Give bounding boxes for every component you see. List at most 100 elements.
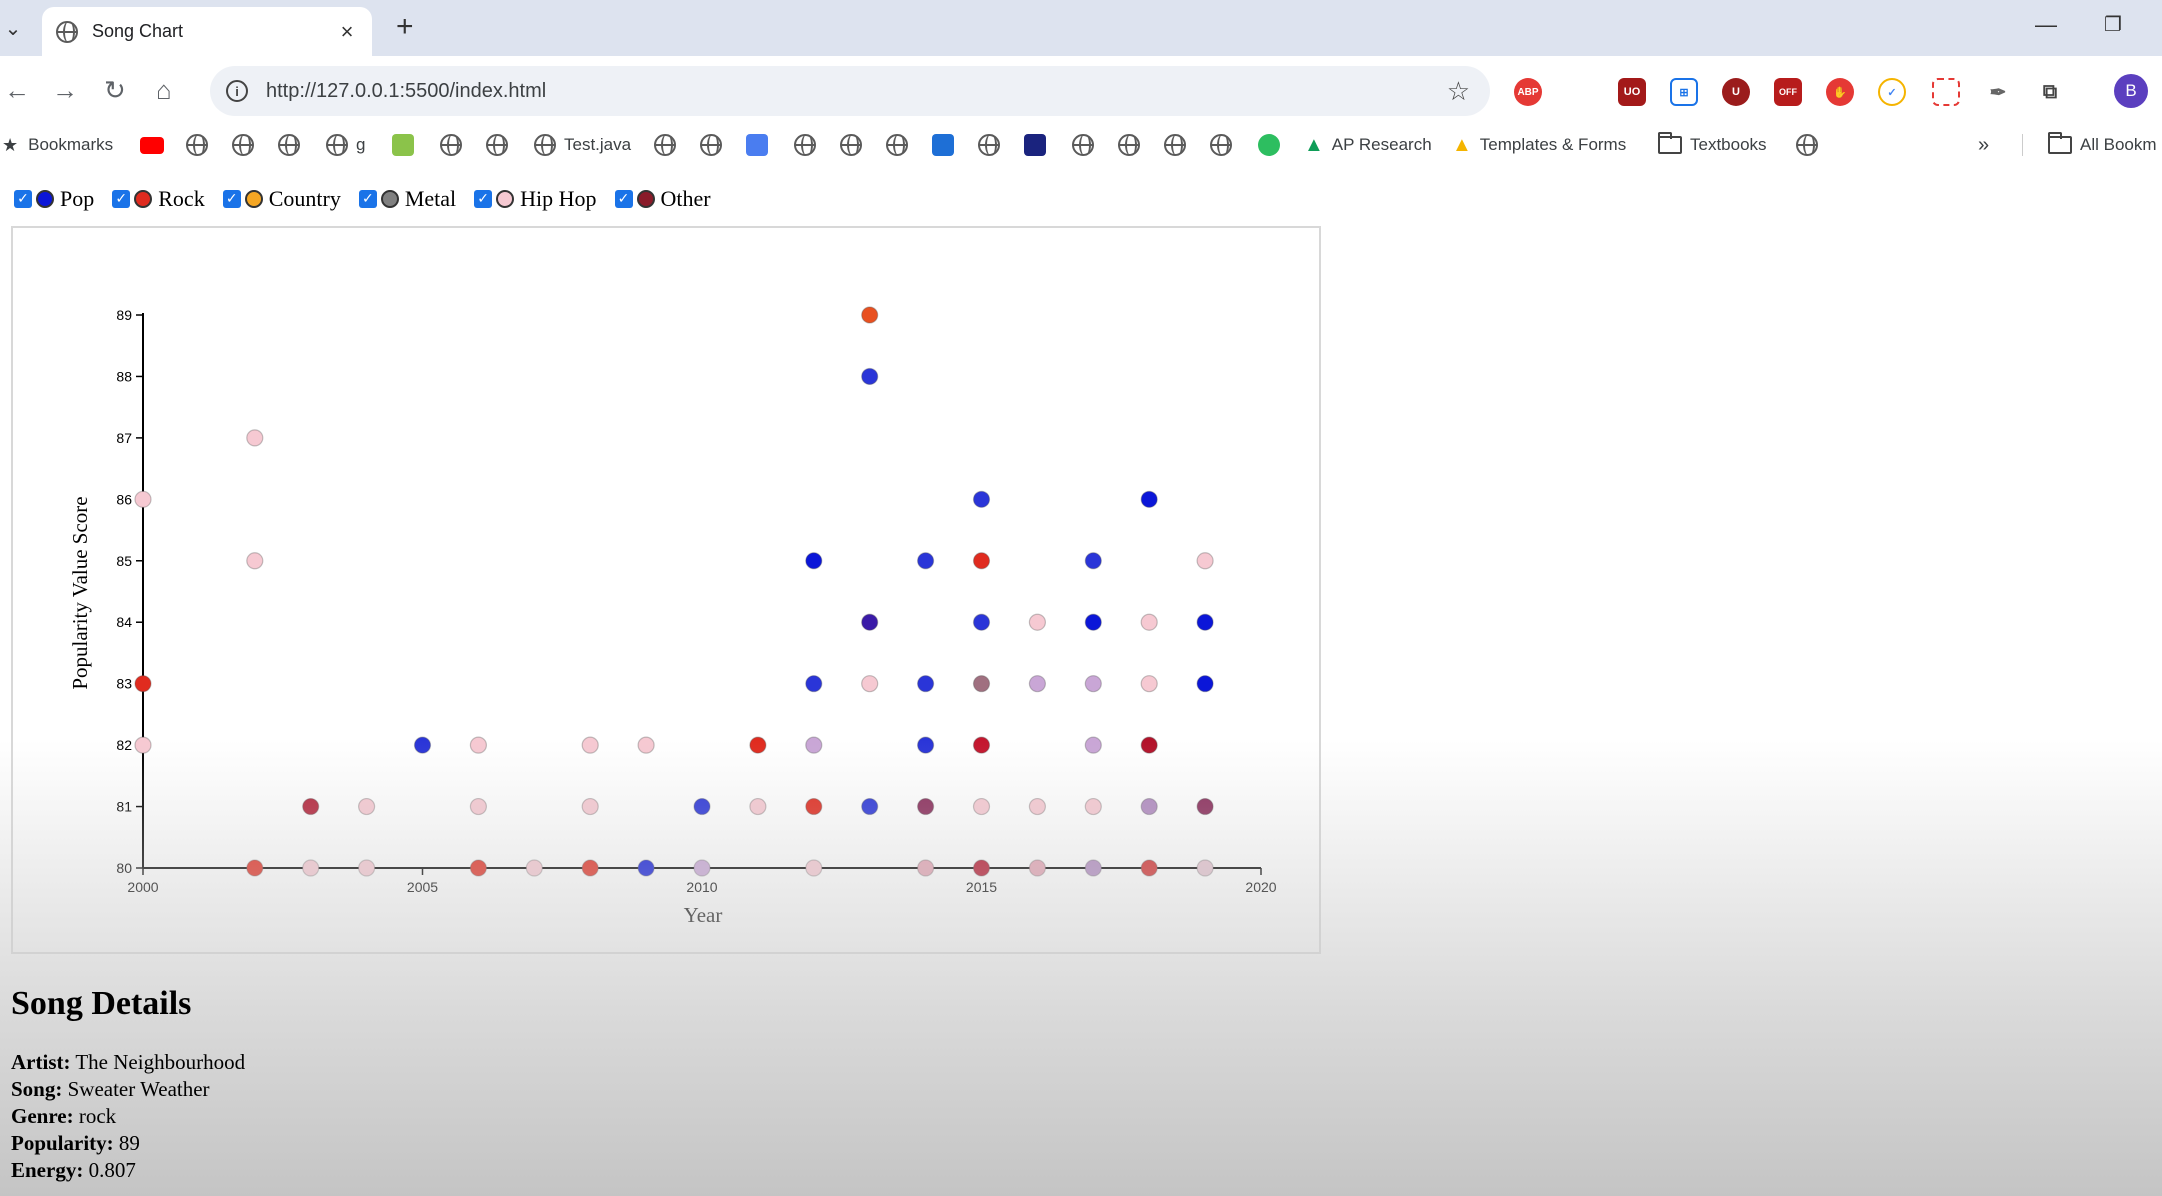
data-point[interactable]: [1028, 613, 1047, 631]
checkbox-checked-icon[interactable]: ✓: [474, 190, 493, 208]
data-point[interactable]: [1084, 552, 1102, 570]
bookmark-test-java[interactable]: Test.java: [534, 132, 631, 158]
data-point[interactable]: [916, 797, 935, 816]
checkbox-checked-icon[interactable]: ✓: [112, 190, 131, 208]
data-point[interactable]: [1140, 797, 1158, 816]
data-point[interactable]: [1196, 675, 1214, 693]
data-point[interactable]: [581, 859, 599, 877]
data-point[interactable]: [972, 675, 991, 693]
data-point[interactable]: [581, 797, 599, 816]
data-point[interactable]: [861, 367, 879, 386]
legend-item-other[interactable]: ✓ Other: [614, 186, 711, 212]
data-point[interactable]: [581, 736, 599, 754]
data-point[interactable]: [1196, 552, 1214, 570]
data-point[interactable]: [413, 736, 432, 754]
bookmark-site[interactable]: [886, 132, 908, 158]
bookmark-evernote[interactable]: [1258, 132, 1280, 158]
legend-item-country[interactable]: ✓ Country: [222, 186, 341, 212]
more-bookmarks-chevron-icon[interactable]: »: [1978, 133, 1990, 156]
data-point[interactable]: [1196, 797, 1214, 816]
data-point[interactable]: [134, 490, 152, 508]
bookmark-app[interactable]: [932, 132, 954, 158]
data-point[interactable]: [134, 675, 152, 693]
bookmark-site[interactable]: [1072, 132, 1094, 158]
data-point[interactable]: [246, 429, 264, 447]
data-point[interactable]: [469, 736, 487, 754]
bookmark-star-icon[interactable]: ☆: [1446, 75, 1470, 106]
translate-extension-icon[interactable]: ⊞: [1670, 78, 1698, 106]
legend-item-rock[interactable]: ✓ Rock: [112, 186, 205, 212]
data-point[interactable]: [1196, 859, 1214, 877]
data-point[interactable]: [749, 797, 767, 816]
off-extension-icon[interactable]: OFF: [1774, 78, 1802, 106]
data-point[interactable]: [805, 859, 823, 877]
puzzle-extensions-icon[interactable]: ⧉: [2036, 78, 2064, 106]
grammar-check-icon[interactable]: ✓: [1878, 78, 1906, 106]
data-point[interactable]: [637, 736, 655, 754]
bookmark-site[interactable]: [440, 132, 462, 158]
data-point[interactable]: [302, 797, 320, 816]
data-point[interactable]: [861, 306, 879, 324]
profile-avatar[interactable]: B: [2114, 74, 2148, 108]
url-text[interactable]: http://127.0.0.1:5500/index.html: [266, 79, 547, 102]
data-point[interactable]: [134, 736, 152, 754]
back-arrow-icon[interactable]: ←: [4, 75, 30, 105]
bookmark-c[interactable]: [392, 132, 414, 158]
bookmark-site[interactable]: [1796, 132, 1818, 158]
bookmark-templates-forms[interactable]: ▲ Templates & Forms: [1452, 132, 1626, 158]
bookmark-app[interactable]: [1024, 132, 1046, 158]
data-point[interactable]: [637, 859, 655, 877]
data-point[interactable]: [805, 736, 823, 754]
data-point[interactable]: [861, 675, 879, 693]
new-tab-plus-icon[interactable]: +: [396, 10, 414, 43]
data-point[interactable]: [525, 859, 543, 877]
data-point[interactable]: [469, 797, 487, 816]
bookmark-site[interactable]: [840, 132, 862, 158]
data-point[interactable]: [246, 859, 264, 877]
forward-arrow-icon[interactable]: →: [52, 75, 78, 105]
data-point[interactable]: [1196, 613, 1214, 631]
bookmark-site[interactable]: [1118, 132, 1140, 158]
all-bookmarks-folder[interactable]: All Bookm: [2048, 132, 2157, 158]
legend-item-metal[interactable]: ✓ Metal: [358, 186, 456, 212]
bookmark-site[interactable]: [794, 132, 816, 158]
data-point[interactable]: [972, 859, 991, 877]
data-point[interactable]: [749, 736, 767, 754]
bookmark-ap-research[interactable]: ▲ AP Research: [1304, 132, 1432, 158]
checkbox-checked-icon[interactable]: ✓: [14, 190, 32, 208]
bookmark-site[interactable]: [278, 132, 300, 158]
data-point[interactable]: [805, 675, 823, 693]
data-point[interactable]: [1084, 613, 1102, 631]
data-point[interactable]: [1140, 613, 1158, 631]
feather-icon[interactable]: ✒: [1984, 78, 2012, 106]
minimize-icon[interactable]: —: [2035, 12, 2057, 37]
data-point[interactable]: [972, 613, 991, 631]
data-point[interactable]: [1084, 859, 1102, 877]
data-point[interactable]: [916, 859, 935, 877]
bookmark-site[interactable]: [700, 132, 722, 158]
data-point[interactable]: [693, 859, 711, 877]
data-point[interactable]: [1084, 736, 1102, 754]
ublock-origin-icon[interactable]: UO: [1618, 78, 1646, 106]
data-point[interactable]: [1140, 859, 1158, 877]
data-point[interactable]: [1028, 675, 1047, 693]
adblock-plus-icon[interactable]: ABP: [1514, 78, 1542, 106]
data-point[interactable]: [1140, 675, 1158, 693]
u-extension-icon[interactable]: U: [1722, 78, 1750, 106]
data-point[interactable]: [469, 859, 487, 877]
address-bar[interactable]: i http://127.0.0.1:5500/index.html ☆: [210, 66, 1490, 116]
bookmarks-folder[interactable]: ★ Bookmarks: [2, 132, 113, 158]
restore-window-icon[interactable]: ❐: [2104, 14, 2122, 36]
data-point[interactable]: [805, 797, 823, 816]
bookmark-site[interactable]: [232, 132, 254, 158]
data-point[interactable]: [246, 552, 264, 570]
data-point[interactable]: [358, 797, 376, 816]
data-point[interactable]: [302, 859, 320, 877]
data-point[interactable]: [972, 490, 991, 508]
close-icon[interactable]: ×: [340, 18, 354, 44]
data-point[interactable]: [1028, 859, 1047, 877]
data-point[interactable]: [972, 736, 991, 754]
checkbox-checked-icon[interactable]: ✓: [358, 190, 377, 208]
stop-hand-icon[interactable]: ✋: [1826, 78, 1854, 106]
bookmark-site[interactable]: [186, 132, 208, 158]
